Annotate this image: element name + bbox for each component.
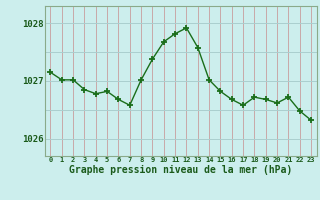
X-axis label: Graphe pression niveau de la mer (hPa): Graphe pression niveau de la mer (hPa)	[69, 165, 292, 175]
